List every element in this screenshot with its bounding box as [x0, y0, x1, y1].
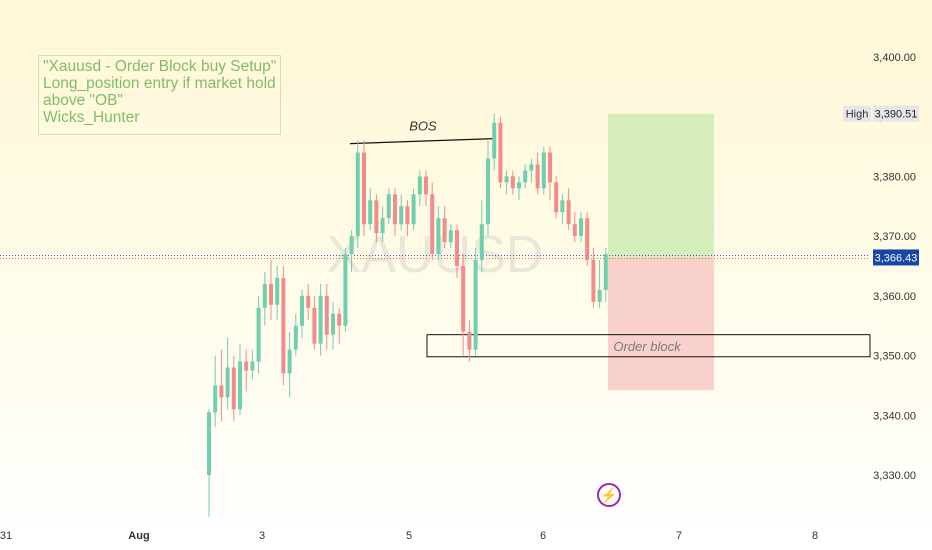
candle-body: [331, 313, 335, 335]
candle-body: [510, 176, 515, 189]
candle-body: [238, 361, 242, 410]
current-price-bg: [873, 249, 919, 266]
x-tick-label: 3: [259, 530, 265, 542]
order-block-box: [426, 334, 871, 358]
x-tick-label: 6: [540, 530, 546, 542]
candle-body: [535, 164, 540, 189]
candle-body: [355, 152, 360, 237]
y-tick-label: 3,330.00: [873, 470, 916, 482]
y-tick-label: 3,350.00: [873, 351, 916, 363]
candle-body: [287, 349, 292, 374]
x-tick-label: 7: [676, 530, 682, 542]
candle-body: [324, 295, 329, 335]
candle-body: [250, 361, 255, 371]
reward-zone: [608, 113, 714, 258]
x-tick-label: Aug: [128, 530, 149, 542]
y-tick-label: 3,400.00: [873, 52, 916, 64]
candle-body: [529, 164, 534, 171]
candle-body: [597, 289, 602, 302]
candle-body: [225, 367, 230, 398]
candle-body: [306, 295, 311, 308]
lightning-bolt-icon[interactable]: ⚡: [597, 483, 621, 507]
candle-body: [256, 307, 261, 362]
candle-body: [603, 254, 608, 290]
candle-body: [393, 194, 397, 225]
candle-body: [430, 194, 435, 255]
candle-body: [436, 218, 441, 255]
candle-body: [362, 152, 366, 225]
candle-body: [585, 218, 590, 261]
candle-body: [523, 170, 528, 183]
candle-body: [548, 152, 552, 183]
candle-body: [405, 206, 410, 225]
candle-body: [448, 230, 453, 243]
candle-body: [566, 200, 571, 225]
candle-body: [479, 224, 484, 261]
candle-body: [349, 236, 354, 255]
candle-body: [560, 200, 565, 213]
candle-body: [461, 266, 466, 332]
candle-body: [541, 152, 546, 189]
risk-zone: [608, 257, 714, 391]
candle-body: [337, 313, 342, 326]
candle-body: [492, 122, 497, 159]
candle-body: [380, 218, 385, 234]
candle-body: [442, 218, 447, 243]
annotation-line: "Xauusd - Order Block buy Setup": [43, 58, 277, 75]
y-tick-label: 3,370.00: [873, 231, 916, 243]
candle-body: [591, 260, 596, 302]
candle-body: [312, 307, 317, 344]
candle-body: [269, 283, 273, 305]
candle-body: [554, 182, 559, 213]
candle-body: [231, 367, 236, 410]
candle-body: [318, 295, 323, 344]
candle-body: [424, 176, 428, 195]
current-price-value: 3,366.43: [875, 252, 918, 264]
high-price-bg: [873, 105, 919, 122]
candle-body: [368, 200, 373, 225]
candle-body: [411, 194, 416, 225]
candle-body: [343, 254, 348, 326]
bos-line: [349, 137, 495, 145]
candle-body: [473, 260, 478, 350]
candle-body: [467, 331, 472, 350]
bos-label: BOS: [409, 119, 437, 134]
x-tick-label: 5: [406, 530, 412, 542]
high-price-value: 3,390.51: [875, 109, 918, 121]
x-tick-label: 31: [0, 530, 12, 542]
candle-body: [399, 206, 404, 225]
annotation-line: Wicks_Hunter: [43, 109, 140, 126]
order-block-label: Order block: [613, 339, 682, 354]
candle-body: [281, 277, 286, 374]
high-tag-label: High: [846, 109, 869, 121]
annotation-line: Long_position entry if market hold: [43, 75, 276, 92]
candle-body: [207, 412, 211, 475]
candle-body: [579, 218, 583, 237]
candle-body: [517, 182, 521, 189]
candle-body: [374, 200, 379, 234]
candle-body: [504, 176, 509, 183]
x-tick-label: 8: [812, 530, 818, 542]
candle-body: [386, 194, 391, 219]
candle-body: [219, 385, 224, 398]
setup-annotation[interactable]: "Xauusd - Order Block buy Setup" Long_po…: [38, 55, 281, 135]
candle-body: [486, 158, 490, 225]
y-tick-label: 3,380.00: [873, 171, 916, 183]
candle-body: [300, 295, 304, 326]
candle-body: [244, 361, 249, 371]
candle-body: [293, 325, 298, 350]
candle-body: [275, 277, 280, 305]
candle-body: [498, 122, 503, 183]
candle-body: [213, 385, 218, 413]
candle-body: [572, 224, 577, 237]
candle-body: [262, 283, 267, 308]
y-tick-label: 3,360.00: [873, 291, 916, 303]
candle-body: [417, 176, 422, 195]
y-tick-label: 3,340.00: [873, 410, 916, 422]
candle-body: [455, 230, 459, 266]
annotation-line: above "OB": [43, 92, 123, 109]
high-tag-bg: [843, 105, 871, 122]
